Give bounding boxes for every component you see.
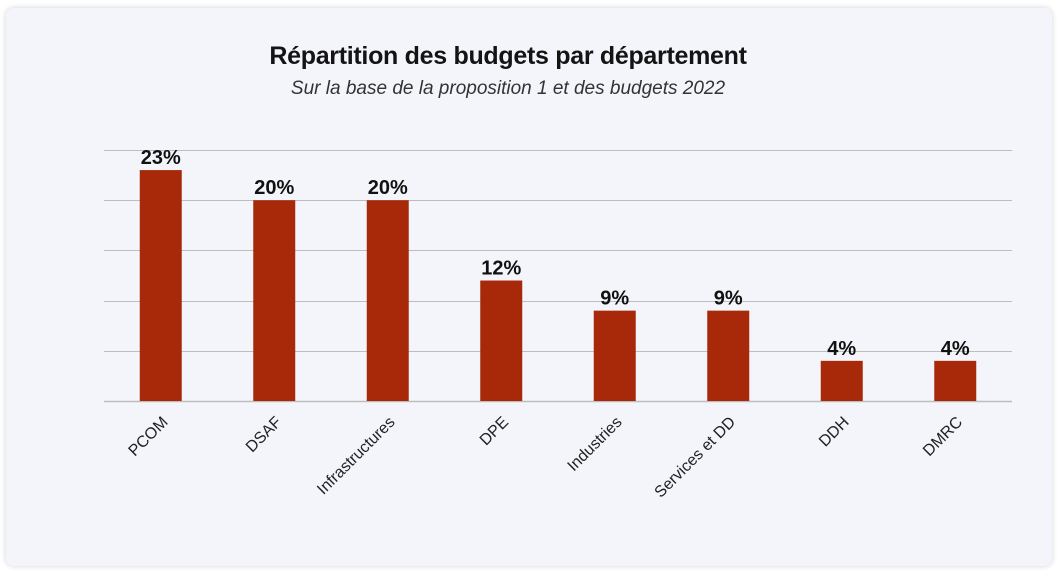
data-label: 4% xyxy=(941,338,970,360)
x-tick-label: Services et DD xyxy=(652,414,739,501)
data-label: 12% xyxy=(481,258,521,280)
x-tick-label: DMRC xyxy=(920,414,966,460)
bar-dmrc xyxy=(934,360,977,401)
data-label: 4% xyxy=(827,338,856,360)
x-tick-label: DSAF xyxy=(243,414,285,456)
bar-ddh xyxy=(820,360,863,401)
x-tick-label: DPE xyxy=(477,414,512,449)
bar-dpe xyxy=(480,280,523,401)
x-tick-label: Infrastructures xyxy=(314,414,398,498)
bar-dsaf xyxy=(253,200,296,401)
bar-industries xyxy=(593,310,636,401)
data-label: 20% xyxy=(254,177,294,199)
x-tick-label: Industries xyxy=(565,414,626,475)
data-label: 23% xyxy=(141,147,181,169)
data-label: 20% xyxy=(368,177,408,199)
bar-pcom xyxy=(139,170,182,401)
data-label: 9% xyxy=(600,288,629,310)
chart-subtitle: Sur la base de la proposition 1 et des b… xyxy=(290,78,726,99)
x-tick-label: PCOM xyxy=(126,414,172,460)
bar-services-et-dd xyxy=(707,310,750,401)
bar-infrastructures xyxy=(366,200,409,401)
data-label: 9% xyxy=(714,288,743,310)
chart-title: Répartition des budgets par département xyxy=(269,42,747,70)
x-tick-label: DDH xyxy=(816,414,853,451)
